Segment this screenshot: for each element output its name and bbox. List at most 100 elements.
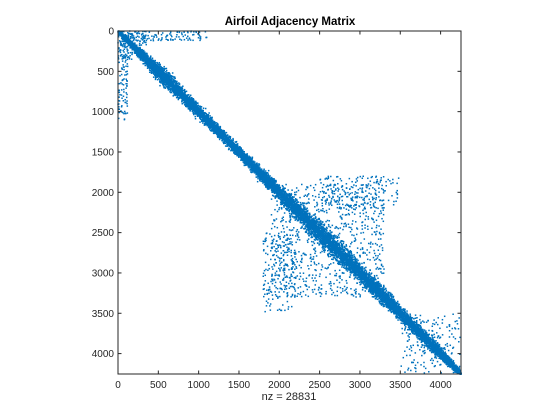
nonzero-marker	[396, 314, 398, 316]
nonzero-marker	[306, 213, 309, 215]
nonzero-marker	[226, 143, 228, 146]
nonzero-marker	[358, 278, 361, 281]
nonzero-marker	[160, 66, 162, 68]
nonzero-marker	[369, 274, 371, 277]
nonzero-marker	[258, 163, 260, 165]
nonzero-marker	[305, 231, 308, 234]
nonzero-marker	[447, 355, 450, 358]
nonzero-marker	[392, 295, 394, 298]
nonzero-marker	[232, 140, 234, 143]
nonzero-marker	[365, 266, 367, 269]
nonzero-marker	[372, 293, 375, 295]
nonzero-marker	[304, 224, 307, 226]
nonzero-marker	[353, 278, 356, 280]
nonzero-marker	[234, 141, 236, 143]
nonzero-marker	[202, 109, 204, 112]
nonzero-marker	[336, 241, 338, 243]
nonzero-marker	[306, 209, 309, 212]
nonzero-marker	[175, 81, 178, 84]
nonzero-marker	[404, 310, 406, 312]
nonzero-marker	[360, 268, 362, 270]
nonzero-marker	[274, 197, 277, 199]
nonzero-marker	[318, 218, 321, 221]
nonzero-marker	[267, 174, 270, 176]
nonzero-marker	[308, 228, 310, 231]
nonzero-marker	[192, 113, 195, 116]
nonzero-marker	[151, 57, 154, 60]
nonzero-marker	[372, 290, 375, 293]
nonzero-marker	[418, 325, 420, 327]
nonzero-marker	[370, 272, 373, 274]
nonzero-marker	[436, 355, 439, 357]
nonzero-marker	[411, 327, 413, 329]
nonzero-marker	[427, 346, 429, 349]
nonzero-marker	[414, 333, 416, 335]
nonzero-marker	[345, 269, 348, 271]
nonzero-marker	[261, 180, 263, 183]
nonzero-marker	[245, 164, 247, 166]
nonzero-marker	[325, 230, 328, 232]
nonzero-marker	[435, 340, 437, 342]
nonzero-marker	[225, 131, 228, 134]
nonzero-marker	[171, 72, 174, 74]
nonzero-marker	[165, 70, 167, 73]
nonzero-marker	[442, 349, 444, 352]
nonzero-marker	[275, 181, 277, 183]
nonzero-marker	[399, 309, 402, 311]
nonzero-marker	[399, 316, 402, 318]
nonzero-marker	[322, 248, 324, 250]
nonzero-marker	[168, 88, 171, 91]
nonzero-marker	[157, 78, 160, 80]
nonzero-marker	[248, 155, 250, 158]
nonzero-marker	[302, 206, 305, 208]
nonzero-marker	[391, 310, 394, 313]
nonzero-marker	[182, 85, 184, 87]
nonzero-marker	[263, 168, 265, 170]
nonzero-marker	[152, 72, 154, 74]
nonzero-marker	[260, 168, 263, 170]
nonzero-marker	[255, 173, 257, 176]
nonzero-marker	[427, 336, 429, 338]
nonzero-marker	[138, 57, 140, 59]
nonzero-marker	[345, 244, 347, 246]
nonzero-marker	[321, 241, 324, 243]
spy-markers	[117, 30, 462, 375]
nonzero-marker	[306, 213, 308, 216]
nonzero-marker	[417, 326, 420, 329]
nonzero-marker	[358, 265, 361, 267]
nonzero-marker	[328, 249, 330, 251]
nonzero-marker	[331, 258, 333, 260]
nonzero-marker	[406, 312, 408, 314]
nonzero-marker	[400, 319, 403, 321]
nonzero-marker	[320, 238, 322, 241]
nonzero-marker	[174, 94, 177, 97]
nonzero-marker	[442, 360, 445, 363]
nonzero-marker	[232, 137, 234, 140]
nonzero-marker	[349, 268, 351, 270]
nonzero-marker	[157, 63, 160, 65]
nonzero-marker	[318, 223, 321, 225]
nonzero-marker	[292, 201, 295, 204]
nonzero-marker	[390, 311, 393, 313]
nonzero-marker	[175, 92, 177, 94]
nonzero-marker	[323, 249, 325, 252]
nonzero-marker	[328, 234, 330, 237]
nonzero-marker	[310, 231, 312, 234]
nonzero-marker	[286, 209, 289, 211]
nonzero-marker	[201, 120, 203, 123]
nonzero-marker	[246, 153, 249, 155]
nonzero-marker	[255, 176, 257, 178]
nonzero-marker	[163, 65, 165, 68]
nonzero-marker	[425, 331, 428, 334]
chart-title: Airfoil Adjacency Matrix	[225, 16, 356, 28]
nonzero-marker	[288, 205, 291, 208]
nonzero-marker	[154, 73, 157, 75]
nonzero-marker	[158, 61, 160, 64]
nonzero-marker	[240, 159, 242, 162]
nonzero-marker	[153, 73, 155, 75]
nonzero-marker	[204, 107, 207, 110]
nonzero-marker	[315, 219, 318, 221]
nonzero-marker	[166, 87, 169, 89]
nonzero-marker	[121, 38, 124, 41]
